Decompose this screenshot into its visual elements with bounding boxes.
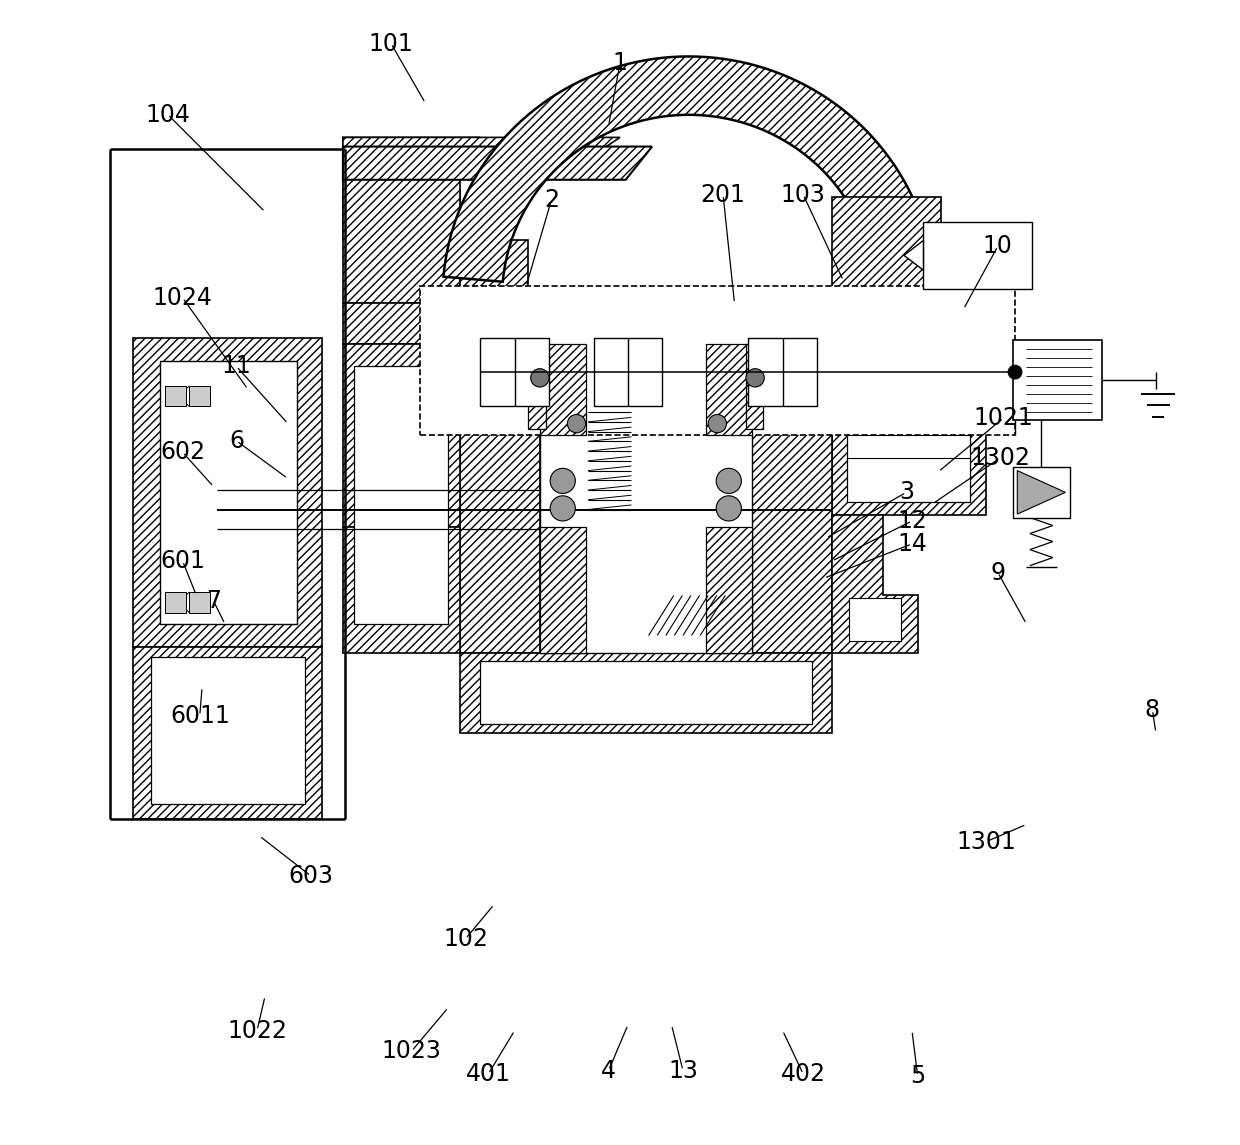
Bar xyxy=(924,222,1032,289)
Polygon shape xyxy=(706,344,751,435)
Polygon shape xyxy=(904,240,924,270)
Bar xyxy=(190,592,210,613)
Circle shape xyxy=(746,369,764,387)
Text: 1301: 1301 xyxy=(956,830,1017,853)
Text: 103: 103 xyxy=(781,183,826,206)
Bar xyxy=(134,647,322,819)
Bar xyxy=(748,338,817,406)
Polygon shape xyxy=(706,527,751,653)
Polygon shape xyxy=(460,344,539,653)
Polygon shape xyxy=(460,240,528,303)
Bar xyxy=(539,344,751,653)
Bar xyxy=(849,598,900,641)
Text: 3: 3 xyxy=(899,481,914,504)
Polygon shape xyxy=(444,56,926,282)
Bar xyxy=(594,338,662,406)
Polygon shape xyxy=(460,653,832,733)
Text: 2: 2 xyxy=(544,189,559,212)
Bar xyxy=(165,592,186,613)
Polygon shape xyxy=(343,137,620,160)
Polygon shape xyxy=(832,515,918,653)
Bar xyxy=(355,366,448,624)
Polygon shape xyxy=(832,344,986,515)
Polygon shape xyxy=(1017,471,1065,514)
Text: 402: 402 xyxy=(781,1063,826,1085)
Bar xyxy=(1013,467,1070,518)
Polygon shape xyxy=(832,197,986,292)
Text: 1022: 1022 xyxy=(227,1019,286,1042)
Circle shape xyxy=(1008,365,1022,379)
Text: 1021: 1021 xyxy=(973,406,1033,429)
Text: 102: 102 xyxy=(443,927,487,950)
Polygon shape xyxy=(746,394,763,429)
Circle shape xyxy=(551,496,575,521)
Polygon shape xyxy=(343,160,460,240)
Text: 5: 5 xyxy=(910,1065,925,1088)
Bar xyxy=(165,386,186,406)
Polygon shape xyxy=(343,303,872,344)
Text: 101: 101 xyxy=(368,32,413,55)
Polygon shape xyxy=(343,344,460,527)
Text: 201: 201 xyxy=(701,183,745,206)
Text: 6011: 6011 xyxy=(170,704,229,727)
Circle shape xyxy=(717,496,742,521)
Circle shape xyxy=(568,414,585,433)
Text: 601: 601 xyxy=(160,550,205,572)
Text: 1: 1 xyxy=(613,52,627,74)
Circle shape xyxy=(531,369,549,387)
Bar xyxy=(134,338,322,647)
Text: 8: 8 xyxy=(1145,698,1159,721)
Polygon shape xyxy=(460,298,528,343)
Text: 104: 104 xyxy=(145,103,190,126)
Text: 1302: 1302 xyxy=(970,447,1030,469)
Bar xyxy=(480,338,549,406)
Text: 10: 10 xyxy=(983,235,1013,258)
Text: 401: 401 xyxy=(466,1063,511,1085)
Polygon shape xyxy=(821,292,883,344)
Bar xyxy=(847,355,971,502)
Polygon shape xyxy=(343,180,460,303)
Circle shape xyxy=(708,414,727,433)
Polygon shape xyxy=(528,344,546,394)
Bar xyxy=(1013,340,1102,420)
Bar xyxy=(150,657,305,804)
Text: 12: 12 xyxy=(897,510,928,532)
Circle shape xyxy=(551,468,575,493)
Text: 603: 603 xyxy=(289,864,334,887)
Text: 4: 4 xyxy=(601,1059,616,1082)
Text: 13: 13 xyxy=(668,1059,698,1082)
Text: 9: 9 xyxy=(991,561,1006,584)
Polygon shape xyxy=(746,344,763,394)
Text: 14: 14 xyxy=(897,532,928,555)
Polygon shape xyxy=(539,344,585,435)
Circle shape xyxy=(717,468,742,493)
Text: 6: 6 xyxy=(229,429,244,452)
Text: 1024: 1024 xyxy=(153,286,212,309)
Bar xyxy=(419,286,1016,435)
Polygon shape xyxy=(528,394,546,429)
Text: 11: 11 xyxy=(222,355,252,378)
Polygon shape xyxy=(751,344,832,653)
Text: 602: 602 xyxy=(160,441,205,464)
Bar xyxy=(190,386,210,406)
Bar xyxy=(480,661,812,724)
Text: 7: 7 xyxy=(206,590,221,613)
Bar xyxy=(160,361,298,624)
Polygon shape xyxy=(343,137,480,160)
Text: 1023: 1023 xyxy=(382,1040,441,1063)
Polygon shape xyxy=(343,527,460,653)
Polygon shape xyxy=(539,527,585,653)
Polygon shape xyxy=(343,147,652,180)
